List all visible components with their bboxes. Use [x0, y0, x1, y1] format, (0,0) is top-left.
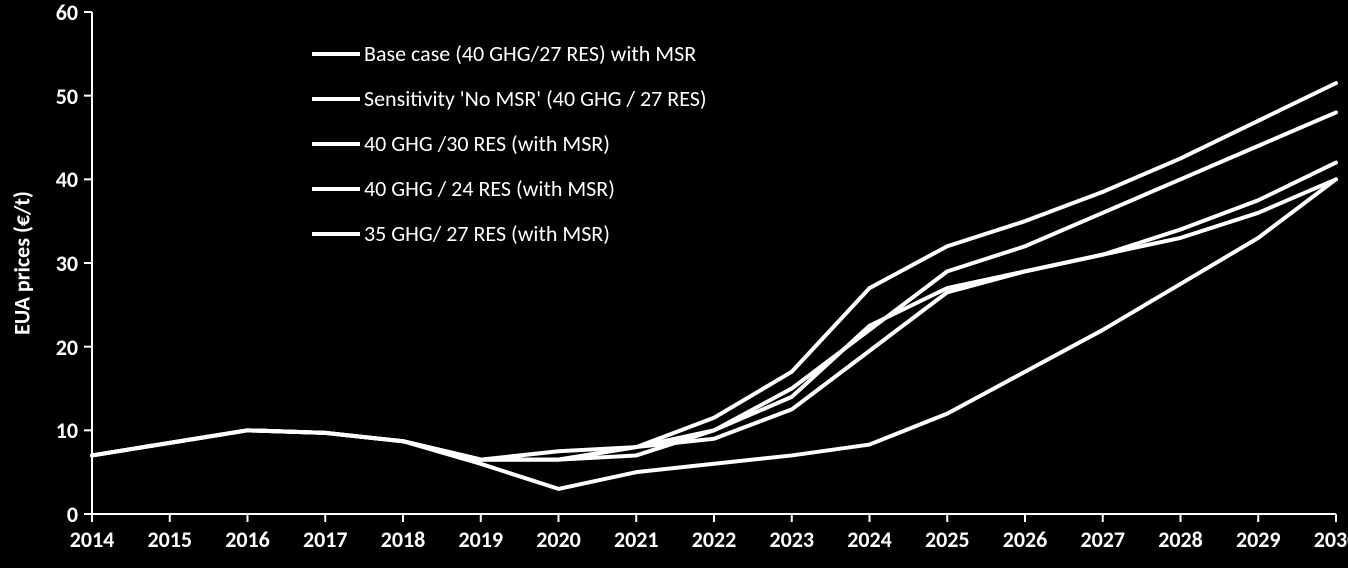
x-tick-label: 2022	[692, 526, 737, 553]
series-line	[92, 83, 1336, 460]
legend-swatch	[312, 142, 360, 146]
y-tick-label: 20	[38, 334, 78, 361]
legend-swatch	[312, 97, 360, 101]
legend-label: 40 GHG / 24 RES (with MSR)	[364, 175, 615, 202]
y-axis-title: EUA prices (€/t)	[9, 191, 36, 335]
legend-label: 35 GHG/ 27 RES (with MSR)	[364, 220, 610, 247]
x-tick-label: 2018	[381, 526, 426, 553]
series-line	[92, 179, 1336, 489]
x-tick-label: 2023	[769, 526, 814, 553]
x-tick-label: 2025	[925, 526, 970, 553]
legend-swatch	[312, 52, 360, 56]
y-tick-label: 50	[38, 83, 78, 110]
series-line	[92, 163, 1336, 460]
y-tick-label: 40	[38, 166, 78, 193]
y-tick-label: 10	[38, 417, 78, 444]
legend-label: Sensitivity 'No MSR' (40 GHG / 27 RES)	[364, 85, 707, 112]
x-tick-label: 2027	[1080, 526, 1125, 553]
x-tick-label: 2015	[147, 526, 192, 553]
x-tick-label: 2019	[458, 526, 503, 553]
x-tick-label: 2020	[536, 526, 581, 553]
legend-swatch	[312, 232, 360, 236]
x-tick-label: 2026	[1003, 526, 1048, 553]
legend-item: Sensitivity 'No MSR' (40 GHG / 27 RES)	[312, 85, 707, 112]
legend: Base case (40 GHG/27 RES) with MSR Sensit…	[312, 40, 707, 265]
y-tick-label: 0	[38, 501, 78, 528]
x-tick-label: 2029	[1236, 526, 1281, 553]
series-line	[92, 112, 1336, 459]
x-tick-label: 2024	[847, 526, 892, 553]
legend-item: 40 GHG / 24 RES (with MSR)	[312, 175, 707, 202]
x-tick-label: 2017	[303, 526, 348, 553]
eua-line-chart: EUA prices (€/t) Base case (40 GHG/27 RE…	[0, 0, 1348, 568]
legend-item: Base case (40 GHG/27 RES) with MSR	[312, 40, 707, 67]
legend-item: 40 GHG /30 RES (with MSR)	[312, 130, 707, 157]
legend-item: 35 GHG/ 27 RES (with MSR)	[312, 220, 707, 247]
x-tick-label: 2014	[70, 526, 115, 553]
x-tick-label: 2016	[225, 526, 270, 553]
x-tick-label: 2030	[1314, 526, 1348, 553]
legend-label: Base case (40 GHG/27 RES) with MSR	[364, 40, 696, 67]
legend-swatch	[312, 187, 360, 191]
x-tick-label: 2021	[614, 526, 659, 553]
y-tick-label: 60	[38, 0, 78, 26]
y-tick-label: 30	[38, 250, 78, 277]
legend-label: 40 GHG /30 RES (with MSR)	[364, 130, 610, 157]
x-tick-label: 2028	[1158, 526, 1203, 553]
